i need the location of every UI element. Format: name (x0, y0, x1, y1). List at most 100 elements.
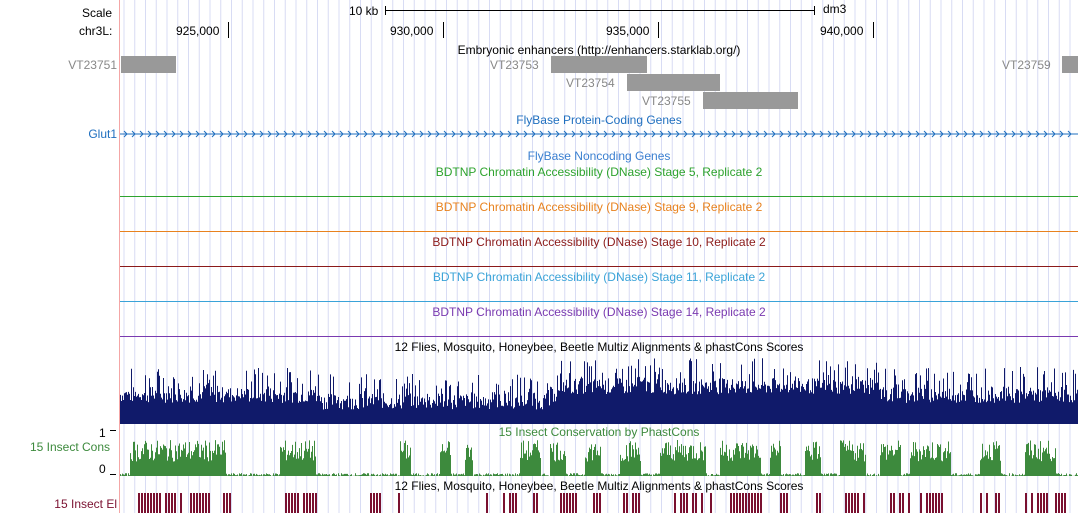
dnase-stage14-signal[interactable] (120, 336, 1078, 337)
conserved-element[interactable] (854, 493, 856, 513)
conserved-element[interactable] (144, 493, 146, 513)
dnase-stage9-signal[interactable] (120, 231, 1078, 232)
conserved-element[interactable] (986, 493, 988, 513)
conserved-element[interactable] (285, 493, 287, 513)
conserved-element[interactable] (309, 493, 311, 513)
conserved-element[interactable] (376, 493, 378, 513)
conserved-element[interactable] (512, 493, 514, 513)
conserved-element[interactable] (920, 493, 922, 513)
conserved-element[interactable] (536, 493, 538, 513)
insect-cons-graph[interactable] (120, 438, 1078, 476)
multiz-track-title[interactable]: 12 Flies, Mosquito, Honeybee, Beetle Mul… (394, 340, 804, 354)
conserved-element[interactable] (783, 493, 785, 513)
conserved-element[interactable] (1037, 493, 1039, 513)
conserved-element[interactable] (929, 493, 931, 513)
conserved-element[interactable] (141, 493, 143, 513)
conserved-element[interactable] (196, 493, 198, 513)
conserved-element[interactable] (995, 493, 997, 513)
conserved-element[interactable] (159, 493, 161, 513)
conserved-element[interactable] (1055, 493, 1057, 513)
conserved-element[interactable] (572, 493, 574, 513)
conserved-element[interactable] (932, 493, 934, 513)
conserved-element[interactable] (596, 493, 598, 513)
enhancer-label[interactable]: VT23751 (68, 58, 117, 72)
dnase-stage5-track-title[interactable]: BDTNP Chromatin Accessibility (DNase) St… (435, 165, 763, 179)
conserved-element[interactable] (757, 493, 759, 513)
dnase-stage11-track-title[interactable]: BDTNP Chromatin Accessibility (DNase) St… (432, 270, 766, 284)
conserved-element[interactable] (208, 493, 210, 513)
conserved-element[interactable] (303, 493, 305, 513)
conserved-element[interactable] (1061, 493, 1063, 513)
conserved-element[interactable] (153, 493, 155, 513)
conserved-element[interactable] (742, 493, 744, 513)
conserved-element[interactable] (941, 493, 943, 513)
conserved-element[interactable] (193, 493, 195, 513)
conserved-element[interactable] (692, 493, 694, 513)
conserved-element[interactable] (563, 493, 565, 513)
enhancer-label[interactable]: VT23753 (490, 58, 539, 72)
conserved-element[interactable] (205, 493, 207, 513)
conserved-element[interactable] (893, 493, 895, 513)
conserved-element[interactable] (751, 493, 753, 513)
conserved-element[interactable] (674, 493, 676, 513)
conserved-element[interactable] (980, 493, 982, 513)
conserved-element[interactable] (398, 493, 400, 513)
insect-el-left-label[interactable]: 15 Insect El (54, 497, 117, 511)
insect-el-track-title[interactable]: 12 Flies, Mosquito, Honeybee, Beetle Mul… (394, 479, 804, 493)
conserved-element[interactable] (680, 493, 682, 513)
dnase-stage10-track-title[interactable]: BDTNP Chromatin Accessibility (DNase) St… (432, 235, 766, 249)
conserved-element[interactable] (180, 493, 182, 513)
multiz-conservation-graph[interactable] (120, 356, 1078, 424)
insect-cons-track-title[interactable]: 15 Insect Conservation by PhastCons (498, 425, 700, 439)
conserved-element[interactable] (899, 493, 901, 513)
conserved-element[interactable] (288, 493, 290, 513)
conserved-element[interactable] (748, 493, 750, 513)
conserved-element[interactable] (908, 493, 910, 513)
conserved-element[interactable] (1025, 493, 1027, 513)
conserved-element[interactable] (575, 493, 577, 513)
conserved-element[interactable] (315, 493, 317, 513)
conserved-element[interactable] (297, 493, 299, 513)
conserved-element[interactable] (902, 493, 904, 513)
conserved-element[interactable] (701, 493, 703, 513)
conserved-element[interactable] (503, 493, 505, 513)
conserved-element[interactable] (138, 493, 140, 513)
conserved-element[interactable] (569, 493, 571, 513)
conserved-element[interactable] (845, 493, 847, 513)
conserved-element[interactable] (1031, 493, 1033, 513)
conserved-element[interactable] (373, 493, 375, 513)
conserved-element[interactable] (566, 493, 568, 513)
conserved-element[interactable] (739, 493, 741, 513)
conserved-element[interactable] (599, 493, 601, 513)
conserved-element[interactable] (733, 493, 735, 513)
conserved-element[interactable] (226, 493, 228, 513)
conserved-element[interactable] (632, 493, 634, 513)
conserved-element[interactable] (229, 493, 231, 513)
conserved-element[interactable] (1058, 493, 1060, 513)
conserved-element[interactable] (1046, 493, 1048, 513)
conserved-element[interactable] (156, 493, 158, 513)
gene-label[interactable]: Glut1 (88, 127, 117, 141)
conserved-element[interactable] (593, 493, 595, 513)
conserved-element[interactable] (165, 493, 167, 513)
enhancer-feature[interactable] (703, 92, 798, 109)
conserved-element[interactable] (998, 493, 1000, 513)
enhancer-feature[interactable] (551, 56, 647, 73)
conserved-element[interactable] (199, 493, 201, 513)
conserved-element[interactable] (848, 493, 850, 513)
conserved-element[interactable] (890, 493, 892, 513)
conserved-element[interactable] (683, 493, 685, 513)
gene-glut1[interactable] (120, 128, 1078, 140)
conserved-element[interactable] (174, 493, 176, 513)
conserved-element[interactable] (312, 493, 314, 513)
conserved-element[interactable] (291, 493, 293, 513)
enhancer-label[interactable]: VT23754 (566, 76, 615, 90)
conserved-element[interactable] (168, 493, 170, 513)
conserved-element[interactable] (533, 493, 535, 513)
conserved-element[interactable] (1043, 493, 1045, 513)
conserved-element[interactable] (202, 493, 204, 513)
conserved-element[interactable] (736, 493, 738, 513)
enhancer-feature[interactable] (627, 74, 720, 91)
conserved-element[interactable] (509, 493, 511, 513)
enhancer-feature[interactable] (121, 56, 176, 73)
